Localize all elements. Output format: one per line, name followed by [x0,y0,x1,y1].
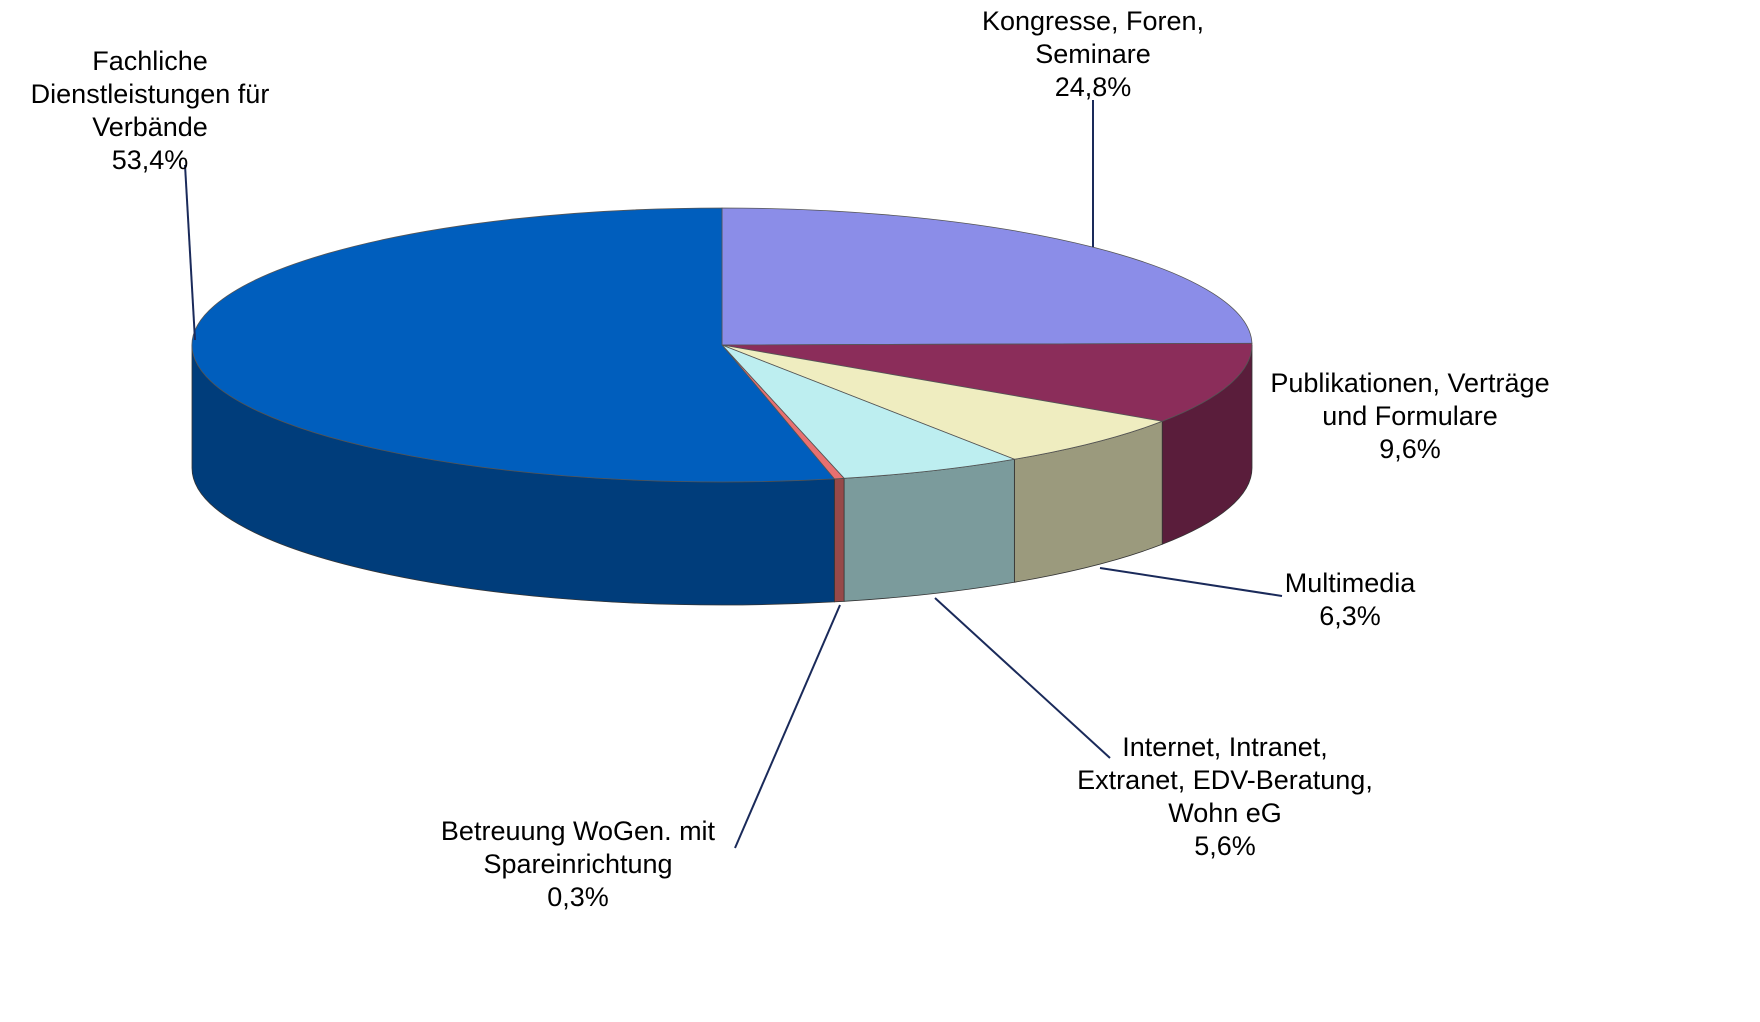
slice-label: Kongresse, Foren, Seminare 24,8% [943,5,1243,104]
slice-label: Betreuung WoGen. mit Spareinrichtung 0,3% [413,815,743,914]
slice-label: Internet, Intranet, Extranet, EDV-Beratu… [1075,731,1375,863]
category-label: Multimedia [1284,568,1416,598]
category-label: Publikationen, Verträge und Formulare [1270,368,1550,431]
slice [191,207,836,483]
leader-line [934,597,1111,759]
slice-side [833,477,845,603]
value-label: 53,4% [111,145,189,175]
leader-line [734,604,841,849]
slice-label: Multimedia 6,3% [1230,567,1470,633]
category-label: Kongresse, Foren, Seminare [981,6,1205,69]
value-label: 24,8% [1054,72,1132,102]
value-label: 0,3% [547,882,609,912]
value-label: 5,6% [1194,831,1256,861]
leader-line [184,164,196,341]
slice [721,344,1016,479]
slice-label: Publikationen, Verträge und Formulare 9,6… [1245,367,1575,466]
slice-label: Fachliche Dienstleistungen für Verbände 5… [0,45,300,177]
value-label: 6,3% [1319,601,1381,631]
category-label: Fachliche Dienstleistungen für Verbände [30,46,270,142]
value-label: 9,6% [1379,434,1441,464]
slice [721,207,1253,346]
category-label: Internet, Intranet, Extranet, EDV-Beratu… [1077,732,1373,828]
category-label: Betreuung WoGen. mit Spareinrichtung [440,816,716,879]
leader-line [1099,567,1283,597]
slice-side [843,458,1015,602]
slice [721,344,1164,460]
slice [721,342,1253,422]
